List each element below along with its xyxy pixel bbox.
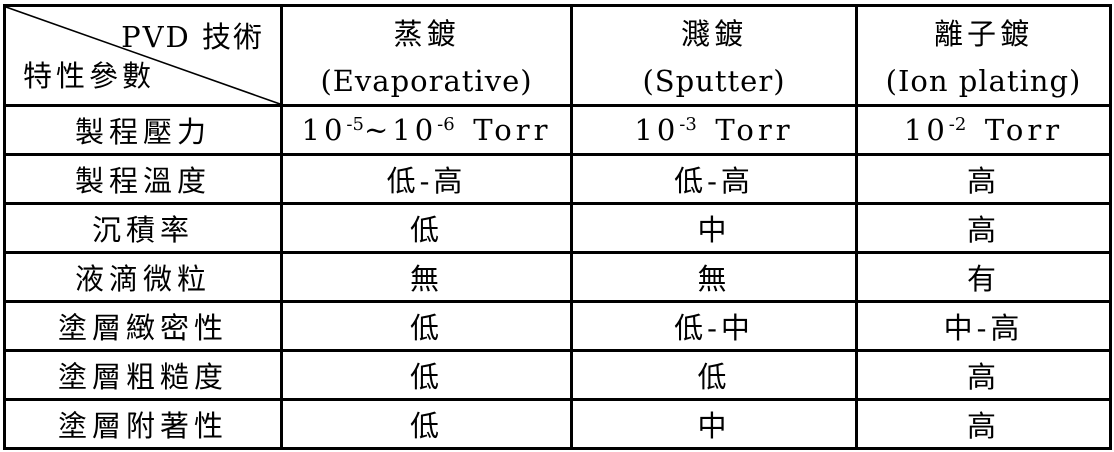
value-cell: 高 xyxy=(855,202,1112,254)
column-header-ion-plating: 離子鍍 (Ion plating) xyxy=(855,4,1112,107)
superscript-exponent: -3 xyxy=(679,114,697,136)
value-cell: 高 xyxy=(855,349,1112,401)
value-cell: 有 xyxy=(855,251,1112,303)
table-row: 製程壓力 10-5~10-6 Torr 10-3 Torr 10-2 Torr xyxy=(3,104,1112,156)
corner-label-characteristic-parameter: 特性參數 xyxy=(23,59,156,93)
table-row: 沉積率低中高 xyxy=(3,202,1112,254)
value-cell: 無 xyxy=(280,251,573,303)
column-header-sputter: 濺鍍 (Sputter) xyxy=(570,4,858,107)
value-cell: 10-2 Torr xyxy=(855,104,1112,156)
value-cell: 無 xyxy=(570,251,858,303)
value-cell: 低-高 xyxy=(280,153,573,205)
value-cell: 低 xyxy=(280,202,573,254)
column-header-en: (Evaporative) xyxy=(320,63,533,98)
table-row: 液滴微粒無無有 xyxy=(3,251,1112,303)
column-header-zh: 蒸鍍 xyxy=(393,16,460,51)
value-cell: 低 xyxy=(280,300,573,352)
value-cell: 高 xyxy=(855,398,1112,450)
column-header-zh: 濺鍍 xyxy=(680,16,747,51)
header-row: PVD 技術 特性參數 蒸鍍 (Evaporative) 濺鍍 (Sputter… xyxy=(3,4,1112,107)
row-label: 沉積率 xyxy=(3,202,283,254)
row-label: 製程溫度 xyxy=(3,153,283,205)
value-cell: 低 xyxy=(280,398,573,450)
table-row: 塗層粗糙度低低高 xyxy=(3,349,1112,401)
row-label: 塗層粗糙度 xyxy=(3,349,283,401)
value-cell: 10-3 Torr xyxy=(570,104,858,156)
value-cell: 中 xyxy=(570,202,858,254)
row-label: 液滴微粒 xyxy=(3,251,283,303)
value-cell: 低 xyxy=(570,349,858,401)
pvd-comparison-table: PVD 技術 特性參數 蒸鍍 (Evaporative) 濺鍍 (Sputter… xyxy=(3,4,1112,450)
column-header-en: (Sputter) xyxy=(642,63,786,98)
superscript-exponent: -6 xyxy=(437,114,455,136)
column-header-en: (Ion plating) xyxy=(885,63,1082,98)
column-header-evaporative: 蒸鍍 (Evaporative) xyxy=(280,4,573,107)
value-cell: 低-高 xyxy=(570,153,858,205)
diagonal-divider-line xyxy=(6,7,280,104)
superscript-exponent: -5 xyxy=(346,114,364,136)
value-cell: 高 xyxy=(855,153,1112,205)
value-cell: 中 xyxy=(570,398,858,450)
table-row: 塗層附著性低中高 xyxy=(3,398,1112,450)
value-cell: 低-中 xyxy=(570,300,858,352)
value-cell: 中-高 xyxy=(855,300,1112,352)
superscript-exponent: -2 xyxy=(948,114,967,136)
corner-label-pvd-technology: PVD 技術 xyxy=(121,20,264,54)
row-label: 製程壓力 xyxy=(3,104,283,156)
row-label: 塗層緻密性 xyxy=(3,300,283,352)
column-header-zh: 離子鍍 xyxy=(933,16,1033,51)
corner-header-cell: PVD 技術 特性參數 xyxy=(3,4,283,107)
table-body: 製程壓力 10-5~10-6 Torr 10-3 Torr 10-2 Torr 製程溫度… xyxy=(3,104,1112,450)
table-row: 製程溫度 低-高 低-高高 xyxy=(3,153,1112,205)
table-row: 塗層緻密性低低-中 中-高 xyxy=(3,300,1112,352)
row-label: 塗層附著性 xyxy=(3,398,283,450)
value-cell: 10-5~10-6 Torr xyxy=(280,104,573,156)
value-cell: 低 xyxy=(280,349,573,401)
